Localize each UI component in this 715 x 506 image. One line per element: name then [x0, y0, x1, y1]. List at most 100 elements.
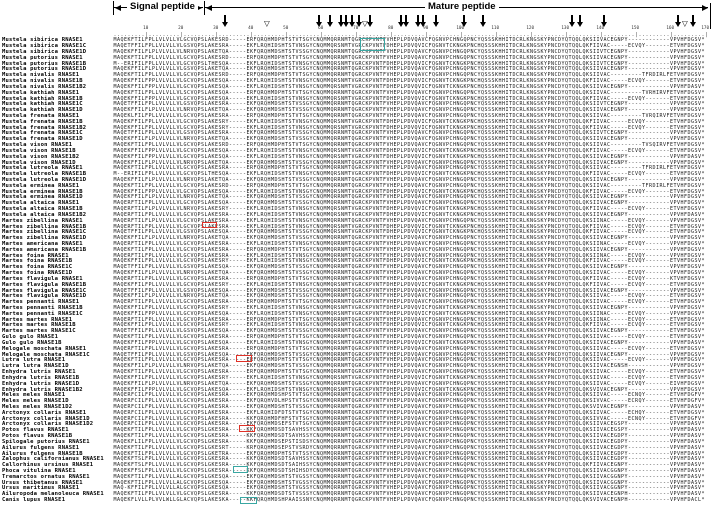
taxon-gene-label: Mustela erminea RNASE1D	[2, 194, 83, 201]
sequence-text: MAQERFTILFPLLVLVLLVLGCVQPSLAKESRA-----ER…	[113, 316, 706, 323]
sequence-text: MAQEKFFILFLPLVLVLLVLNRVQPSLAKETQA-----EK…	[113, 194, 706, 201]
taxon-gene-label: Tremarctos ornatus RNASE1	[2, 473, 90, 480]
highlight-box-teal	[240, 496, 257, 504]
taxon-gene-label: Martes flavigula RNASE1D	[2, 293, 87, 300]
ruler-number: 70	[353, 26, 359, 31]
highlight-box-teal	[233, 466, 248, 473]
sequence-text: MAQEKFTILFPLLVLVLLVLGCVQPSLAKESRD-----ER…	[113, 142, 706, 149]
site-arrow-icon	[689, 15, 697, 27]
highlight-box-teal	[360, 37, 385, 51]
taxon-gene-label: Melogale moschata RNASE1C	[2, 351, 90, 358]
signal-left-arrowhead-icon	[114, 5, 121, 11]
taxon-gene-label: Martes zibellina RNASE1D	[2, 235, 87, 242]
taxon-gene-label: Ailurus fulgens RNASE1B	[2, 450, 83, 457]
sequence-text: MAQEKFFILFPLLVLVLLVLGCVQPSLAKESRY-----EK…	[113, 281, 706, 288]
sequence-text: MAQERFTILFPLLVLVLLVLGCVQPSLAKESRA-----EK…	[113, 241, 706, 247]
open-triangle-icon: ▽	[682, 19, 688, 28]
sequence-text: MAQERFTILFPLLVLVLLVLGCVQPSLAKESRA-----EK…	[113, 252, 706, 259]
taxon-gene-label: Martes flavigula RNASE1B	[2, 281, 87, 288]
taxon-gene-label: Mustela putorius RNASE1D	[2, 66, 87, 73]
sequence-text: MAQEKFFILFLPLVLVLLVLNRVQPSLAKETQA-----EK…	[113, 235, 706, 242]
taxon-gene-label: Meles meles RNASE1D2	[2, 403, 73, 410]
taxon-gene-label: Mustela altaica RNASE1B	[2, 206, 83, 213]
site-arrow-icon	[600, 15, 608, 27]
site-arrow-icon	[414, 15, 422, 27]
sequence-text: MAQETFFILFPLLVLVLLVLGSVQPSLAKESRA-----EK…	[113, 43, 706, 50]
sequence-text: MAQEKFTILFPLLVLVLLALGCVQPSLGKESQA-----EK…	[113, 473, 706, 480]
site-arrow-icon	[568, 15, 576, 27]
taxon-gene-label: Mustela erminea RNASE1	[2, 182, 80, 189]
taxon-gene-label: Martes martes RNASE1B	[2, 322, 76, 329]
taxon-gene-label: Martes pennanti RNASE1C	[2, 310, 83, 317]
sequence-text: MAQERFTILFPLLVLVLLVLGCVQPSLAKESRA-----EK…	[113, 223, 706, 230]
sequence-text: MAQERFTILFLPLVLVLLVLGCVQPSLAKESRA-----EK…	[113, 217, 706, 224]
sequence-text: MAQEKFTILFPLLVLVLLVLGCVQPSLAKESRA-----ER…	[113, 165, 706, 172]
taxon-gene-label: Mustela putorius RNASE1	[2, 54, 83, 61]
open-triangle-icon: ▽	[362, 19, 368, 28]
sequence-text: MAQEKFFILFLPLVLVLLVLNRVQPSLAKETQA-----EK…	[113, 176, 706, 183]
sequence-text: MAQEKFFILFPPLVLVLLVLGCVQPSLAKESQA-----EK…	[113, 310, 706, 317]
highlight-box-red	[236, 355, 252, 362]
signal-left-bar	[112, 1, 114, 15]
site-arrow-icon	[674, 15, 682, 27]
taxon-gene-label: Mustela nivalis RNASE1B	[2, 78, 83, 85]
sequence-text: MAQERFCILFPLLVLVLLVLGCVQPSLAKESRA-----EK…	[113, 421, 706, 428]
taxon-gene-label: Gulo gulo RNASE1B	[2, 339, 62, 346]
site-arrow-icon	[315, 15, 323, 27]
taxon-gene-label: Martes flavigula RNASE1	[2, 275, 83, 282]
sequence-text: MAQEKFFILFPPLVLVLLVLGCVQPSLAKESQA-----EK…	[113, 386, 706, 393]
sequence-text: MAQEKFTILFPLLVLVLLVLGCVQPSLAKESRA-----ER…	[113, 357, 706, 364]
sequence-text: MAQEKFLVLLPLVVLWLLGLACVQPSLAKESKA-----KK…	[113, 497, 706, 504]
taxon-gene-label: Enhydra lutris RNASE1B	[2, 374, 80, 381]
taxon-gene-label: Callorhinus ursinus RNASE1	[2, 462, 94, 469]
sequence-text: MAQERFCILFPLLVLVLLVLGCVQPSLAKESRA-----EK…	[113, 398, 706, 405]
sequence-text: MAQEKFTILFPLLVLVLLVLGCVQPSLAKESRA-----ER…	[113, 369, 706, 376]
taxon-gene-label: Mustela kathiah RNASE1B	[2, 95, 83, 102]
taxon-gene-label: Mustela kathiah RNASE1C	[2, 101, 83, 108]
sequence-text: MAQ-KFFILFPLLVLVLLALGCVQPSLGKESQA-----EK…	[113, 485, 706, 492]
sequence-text: MAQEKFFILFPLLVLVLLVLGCVQPSLAKESRY-----EK…	[113, 305, 706, 312]
sequence-text: MAQETFFILFPLLVLVLLVLGSVQPSLAKESQA-----EK…	[113, 264, 706, 271]
sequence-text: MAQERFCILFPLLVLVLLVLGCVQPSLAKESRA-----EK…	[113, 409, 706, 416]
sequence-text: MAQEKFFILFPPLVLVLLVLGCVQPSLAKESQA-----EK…	[113, 339, 706, 346]
taxon-gene-label: Martes foina RNASE1D	[2, 270, 73, 277]
taxon-gene-label: Mustela vison RNASE1D	[2, 159, 76, 166]
ruler-number: 10	[143, 26, 149, 31]
taxon-gene-label: Arctonyx collaris RNASE1	[2, 409, 87, 416]
sequence-text: MAQEKFFILFLPLVLVLLVLNRVQPSLAKETQA-----EK…	[113, 380, 706, 387]
sequence-text: MAQEKFFILFPLLVLVLLVLGCVQPSLAKESRY-----EK…	[113, 258, 706, 265]
site-arrow-icon	[326, 15, 334, 27]
sequence-text: MAQEKFLILFPLLVLVLLVLGCVQPSLGKESRA-----KK…	[113, 438, 706, 445]
sequence-text: MAQETFFILFPLLVLVLLVLGSVQPSLAKESQA-----EK…	[113, 328, 706, 335]
sequence-text: MAQEKFTILFPLLVLVLLVLGCVQPSLGKESRT-----KR…	[113, 444, 706, 451]
site-arrow-icon	[348, 15, 356, 27]
sequence-text: MAQEKFTSLFPLLVLVLLVLGCVQPSLGKESRA-----KK…	[113, 456, 706, 463]
sequence-text: MAQEKFTILFPLLVLVLLVLGCVQPSLAKESRD-----ER…	[113, 37, 706, 44]
taxon-gene-label: Martes pennanti RNASE1B	[2, 305, 83, 312]
ruler-number: 110	[491, 26, 500, 31]
taxon-gene-label: Mustela sibirica RNASE1	[2, 37, 83, 44]
sequence-text: MAQEKFFILFLPLVLVLLVLNRVQPSLAKETQA-----EK…	[113, 293, 706, 300]
sequence-text: MAQEKFFILFPPLVLVLLVLGCVQPSLAKESQA-----EK…	[113, 188, 706, 195]
sequence-text: MAQERFCILFPLLVLVLLVLGCVQPSLAKESRA-----KK…	[113, 415, 706, 422]
sequence-text: MAQERFCILFPLLVLVLLVLGCVQPSLAKESRA-----EK…	[113, 392, 706, 399]
sequence-text: MAQEKFFILFLPLVLVLLVLNRVQPSLAKETQA-----EK…	[113, 48, 706, 55]
sequence-text: MAQEKFTSLFPLLVLVLLVLGCVQPSLGKESRA-----KK…	[113, 462, 706, 469]
sequence-text: MAQERFTILFLPLVLVLLVLNRVQPSLAKESRY-----EK…	[113, 206, 706, 213]
sequence-text: MAQETFFILFPLLVLVLLVLGSVQPSLAKESRA-----EK…	[113, 130, 706, 137]
sequence-text: MAQEKFTILFPLLVLVLLVLGCVQPSLGKESRA-----KK…	[113, 491, 706, 498]
taxon-gene-label: Martes foina RNASE1	[2, 252, 69, 259]
sequence-text: MAQEKLFILFPLLVLVLLVLGCVQPSLAKESRA-----ER…	[113, 112, 706, 119]
site-arrow-icon	[402, 15, 410, 27]
site-arrow-icon	[366, 15, 374, 27]
taxon-gene-label: Mustela lutreola RNASE1B	[2, 171, 87, 178]
taxon-gene-label: Mustela erminea RNASE1B	[2, 188, 83, 195]
sequence-text: MAQEKFFILFLPLVLVLLVLNRVQPSLAKETQA-----EK…	[113, 363, 706, 370]
taxon-gene-label: Mustela nivalis RNASE1	[2, 72, 80, 79]
ruler-number: 50	[283, 26, 289, 31]
taxon-gene-label: Mustela lutreola RNASE1D	[2, 176, 87, 183]
sequence-text: MAQEKFTILFPLLVLVLLVLGCVQPSLAKESRD-----ER…	[113, 182, 706, 189]
taxon-gene-label: Mustela kathiah RNASE1	[2, 89, 80, 96]
sequence-text: MAQEKFTILFPLLVLVLLVLGCVQPSLAKESRA-----ER…	[113, 246, 706, 253]
sequence-text: MAQERFCILFPLLVLVLLVLGCVQPSLAKESRA-----EK…	[113, 403, 706, 410]
